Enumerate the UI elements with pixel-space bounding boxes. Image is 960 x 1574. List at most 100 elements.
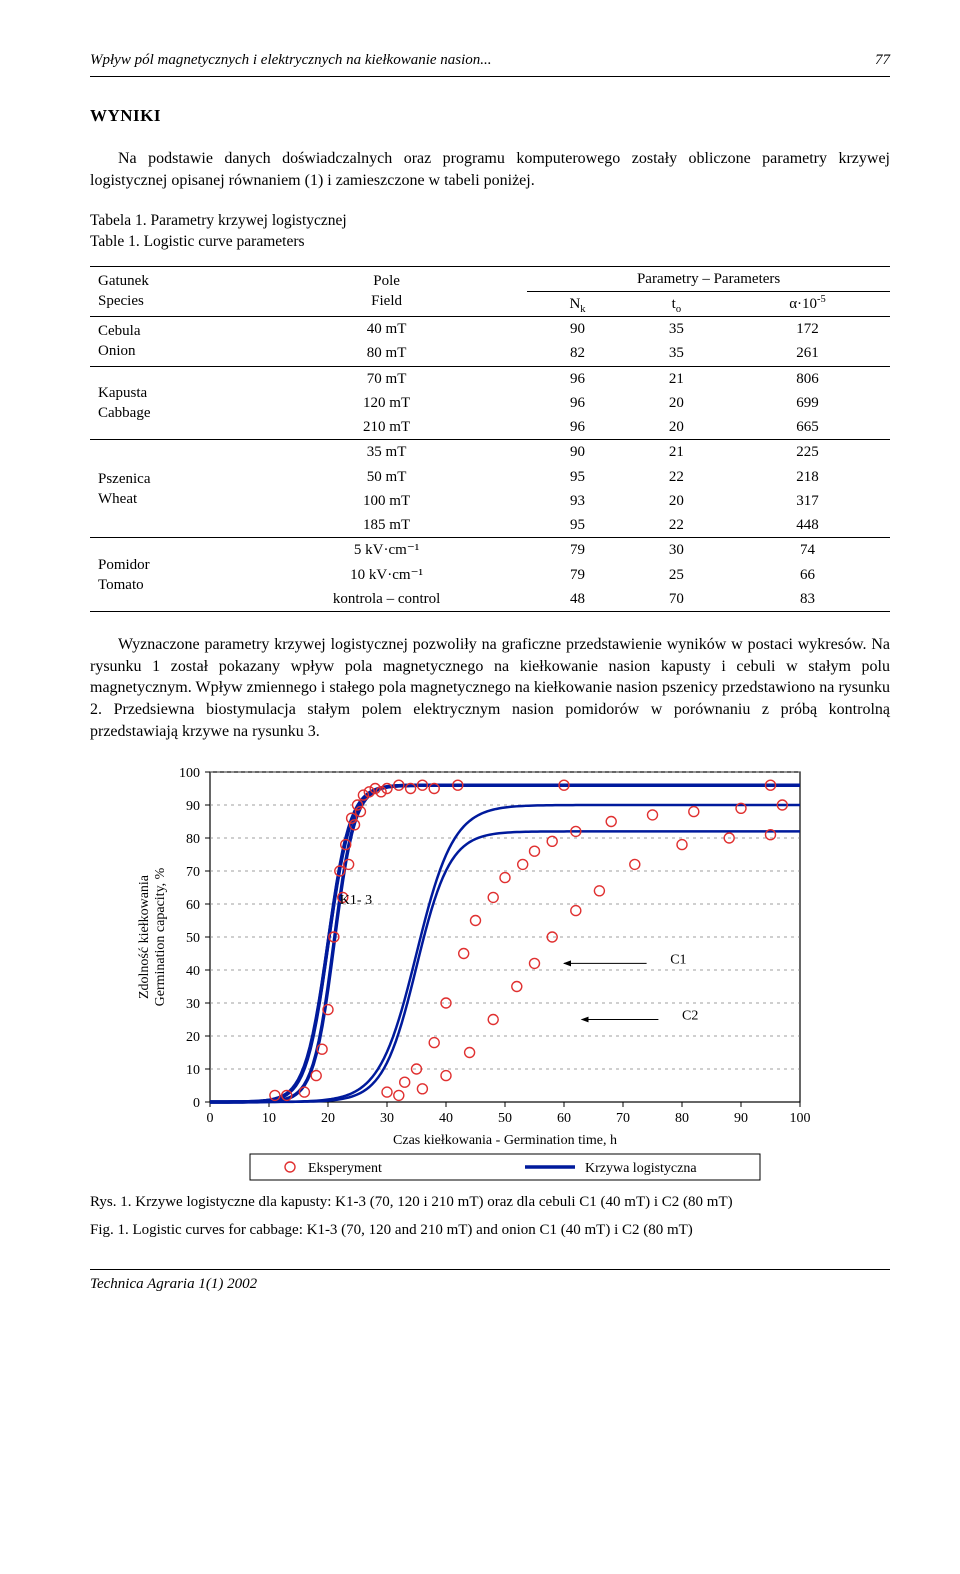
footer-text: Technica Agraria 1(1) 2002 bbox=[90, 1274, 890, 1294]
table-cell: kontrola – control bbox=[246, 587, 527, 612]
table-head: Gatunek Species Pole Field Parametry – P… bbox=[90, 266, 890, 317]
table-cell: 79 bbox=[527, 563, 628, 587]
col-params-span: Parametry – Parameters bbox=[527, 266, 890, 291]
svg-text:90: 90 bbox=[734, 1111, 748, 1126]
table-cell: 10 kV·cm⁻¹ bbox=[246, 563, 527, 587]
svg-text:50: 50 bbox=[186, 931, 200, 946]
table-cell: 90 bbox=[527, 317, 628, 342]
svg-text:30: 30 bbox=[380, 1111, 394, 1126]
page-number: 77 bbox=[875, 50, 890, 70]
table-cell: 100 mT bbox=[246, 489, 527, 513]
table-cell: 48 bbox=[527, 587, 628, 612]
table-cell: 96 bbox=[527, 391, 628, 415]
table-cell: 172 bbox=[725, 317, 890, 342]
table-caption-en: Table 1. Logistic curve parameters bbox=[90, 232, 890, 252]
table-cell: 93 bbox=[527, 489, 628, 513]
table-cell: 25 bbox=[628, 563, 725, 587]
table-caption-pl: Tabela 1. Parametry krzywej logistycznej bbox=[90, 211, 890, 231]
table-cell: 806 bbox=[725, 366, 890, 391]
running-title: Wpływ pól magnetycznych i elektrycznych … bbox=[90, 50, 492, 70]
table-cell: 22 bbox=[628, 513, 725, 538]
svg-text:70: 70 bbox=[616, 1111, 630, 1126]
table-cell: 74 bbox=[725, 538, 890, 563]
svg-text:20: 20 bbox=[186, 1030, 200, 1045]
table-cell: 66 bbox=[725, 563, 890, 587]
table-cell: 20 bbox=[628, 489, 725, 513]
table-cell: 448 bbox=[725, 513, 890, 538]
figure-caption-pl: Rys. 1. Krzywe logistyczne dla kapusty: … bbox=[138, 1192, 890, 1212]
paragraph-2: Wyznaczone parametry krzywej logistyczne… bbox=[90, 634, 890, 742]
species-cell: PomidorTomato bbox=[90, 538, 246, 612]
svg-text:80: 80 bbox=[675, 1111, 689, 1126]
table-cell: 50 mT bbox=[246, 465, 527, 489]
svg-text:K1- 3: K1- 3 bbox=[340, 893, 372, 908]
svg-text:20: 20 bbox=[321, 1111, 335, 1126]
table-cell: 5 kV·cm⁻¹ bbox=[246, 538, 527, 563]
table-cell: 40 mT bbox=[246, 317, 527, 342]
table-cell: 95 bbox=[527, 513, 628, 538]
table-cell: 21 bbox=[628, 440, 725, 465]
svg-text:Eksperyment: Eksperyment bbox=[308, 1161, 382, 1176]
svg-text:100: 100 bbox=[179, 766, 200, 781]
table-cell: 120 mT bbox=[246, 391, 527, 415]
svg-text:10: 10 bbox=[186, 1063, 200, 1078]
table-cell: 79 bbox=[527, 538, 628, 563]
table-cell: 35 bbox=[628, 341, 725, 366]
svg-text:0: 0 bbox=[193, 1096, 200, 1111]
chart-svg: 0102030405060708090100010203040506070809… bbox=[130, 762, 830, 1182]
paragraph-1: Na podstawie danych doświadczalnych oraz… bbox=[90, 148, 890, 191]
table-cell: 261 bbox=[725, 341, 890, 366]
col-to: to bbox=[628, 291, 725, 316]
svg-text:90: 90 bbox=[186, 799, 200, 814]
table-cell: 96 bbox=[527, 366, 628, 391]
table-cell: 218 bbox=[725, 465, 890, 489]
svg-text:C2: C2 bbox=[682, 1009, 698, 1024]
table-cell: 225 bbox=[725, 440, 890, 465]
table-cell: 185 mT bbox=[246, 513, 527, 538]
table-cell: 210 mT bbox=[246, 415, 527, 440]
table-cell: 20 bbox=[628, 415, 725, 440]
svg-text:40: 40 bbox=[439, 1111, 453, 1126]
col-species-pl: Gatunek bbox=[98, 273, 149, 289]
table-cell: 699 bbox=[725, 391, 890, 415]
svg-text:0: 0 bbox=[207, 1111, 214, 1126]
table-cell: 20 bbox=[628, 391, 725, 415]
table-cell: 83 bbox=[725, 587, 890, 612]
svg-text:50: 50 bbox=[498, 1111, 512, 1126]
running-header: Wpływ pól magnetycznych i elektrycznych … bbox=[90, 50, 890, 70]
svg-text:60: 60 bbox=[186, 898, 200, 913]
footer-rule bbox=[90, 1269, 890, 1270]
table-cell: 90 bbox=[527, 440, 628, 465]
figure-1: 0102030405060708090100010203040506070809… bbox=[130, 762, 890, 1182]
section-heading: WYNIKI bbox=[90, 105, 890, 128]
species-cell: PszenicaWheat bbox=[90, 440, 246, 538]
svg-text:40: 40 bbox=[186, 964, 200, 979]
table-cell: 82 bbox=[527, 341, 628, 366]
parameters-table: Gatunek Species Pole Field Parametry – P… bbox=[90, 266, 890, 613]
col-field-en: Field bbox=[371, 293, 402, 309]
col-nk: Nk bbox=[527, 291, 628, 316]
table-cell: 21 bbox=[628, 366, 725, 391]
svg-text:Krzywa logistyczna: Krzywa logistyczna bbox=[585, 1161, 697, 1176]
figure-caption-en: Fig. 1. Logistic curves for cabbage: K1-… bbox=[138, 1220, 890, 1240]
table-cell: 22 bbox=[628, 465, 725, 489]
table-caption: Tabela 1. Parametry krzywej logistycznej… bbox=[90, 211, 890, 251]
table-body: CebulaOnion40 mT903517280 mT8235261Kapus… bbox=[90, 317, 890, 612]
svg-text:10: 10 bbox=[262, 1111, 276, 1126]
table-cell: 30 bbox=[628, 538, 725, 563]
col-species-en: Species bbox=[98, 293, 144, 309]
col-field-pl: Pole bbox=[373, 273, 400, 289]
svg-text:30: 30 bbox=[186, 997, 200, 1012]
col-alpha: α·10-5 bbox=[725, 291, 890, 316]
table-cell: 665 bbox=[725, 415, 890, 440]
table-cell: 70 bbox=[628, 587, 725, 612]
table-cell: 80 mT bbox=[246, 341, 527, 366]
svg-text:Zdolność kiełkowaniaGerminatio: Zdolność kiełkowaniaGermination capacity… bbox=[137, 867, 168, 1006]
species-cell: KapustaCabbage bbox=[90, 366, 246, 440]
table-cell: 317 bbox=[725, 489, 890, 513]
table-cell: 35 mT bbox=[246, 440, 527, 465]
table-cell: 96 bbox=[527, 415, 628, 440]
species-cell: CebulaOnion bbox=[90, 317, 246, 367]
table-cell: 35 bbox=[628, 317, 725, 342]
svg-text:70: 70 bbox=[186, 865, 200, 880]
